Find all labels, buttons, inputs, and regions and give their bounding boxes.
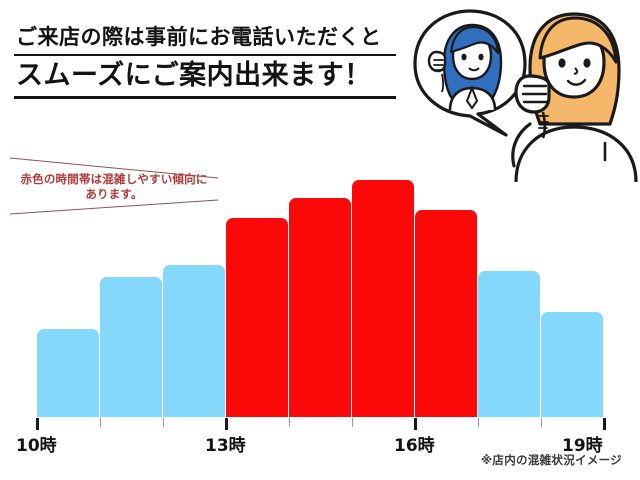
axis-tick-major	[414, 418, 417, 430]
axis-tick-minor	[352, 418, 353, 427]
axis-label-16時: 16時	[394, 436, 435, 456]
headline-block: ご来店の際は事前にお電話いただくと スムーズにご案内出来ます！	[14, 22, 396, 99]
axis-tick-major	[603, 418, 606, 430]
axis-tick-minor	[289, 418, 290, 427]
busy-hours-annotation: 赤色の時間帯は混雑しやすい傾向に あります。	[8, 152, 220, 222]
bar-10時	[37, 329, 99, 417]
axis-tick-major	[36, 418, 39, 430]
annotation-text-line-1: 赤色の時間帯は混雑しやすい傾向に	[20, 172, 208, 186]
headline-line-1: ご来店の際は事前にお電話いただくと	[16, 25, 382, 49]
bar-18時	[541, 312, 603, 417]
bar-13時	[226, 218, 288, 417]
annotation-banner-lines	[9, 157, 219, 215]
axis-tick-minor	[478, 418, 479, 427]
phone-call-illustration	[398, 0, 640, 183]
headline-divider-bottom	[14, 96, 396, 99]
bar-14時	[289, 198, 351, 417]
axis-label-19時: 19時	[562, 436, 603, 456]
bar-15時	[352, 180, 414, 417]
headline-divider-top	[14, 54, 396, 56]
staff-figure-icon	[427, 23, 503, 111]
annotation-text-line-2: あります。	[85, 187, 143, 201]
annotation-text: 赤色の時間帯は混雑しやすい傾向に あります。	[8, 172, 220, 202]
bar-12時	[163, 265, 225, 417]
bar-17時	[478, 271, 540, 417]
illustration-svg	[413, 9, 638, 183]
axis-tick-minor	[541, 418, 542, 427]
axis-tick-major	[225, 418, 228, 430]
bar-16時	[415, 210, 477, 417]
headline-line-2: スムーズにご案内出来ます！	[16, 60, 372, 91]
bar-11時	[100, 277, 162, 417]
axis-tick-minor	[163, 418, 164, 427]
axis-label-10時: 10時	[16, 436, 57, 456]
axis-label-13時: 13時	[205, 436, 246, 456]
customer-figure-icon	[511, 12, 638, 183]
footer-note: ※店内の混雑状況イメージ	[480, 453, 622, 467]
axis-tick-minor	[100, 418, 101, 427]
